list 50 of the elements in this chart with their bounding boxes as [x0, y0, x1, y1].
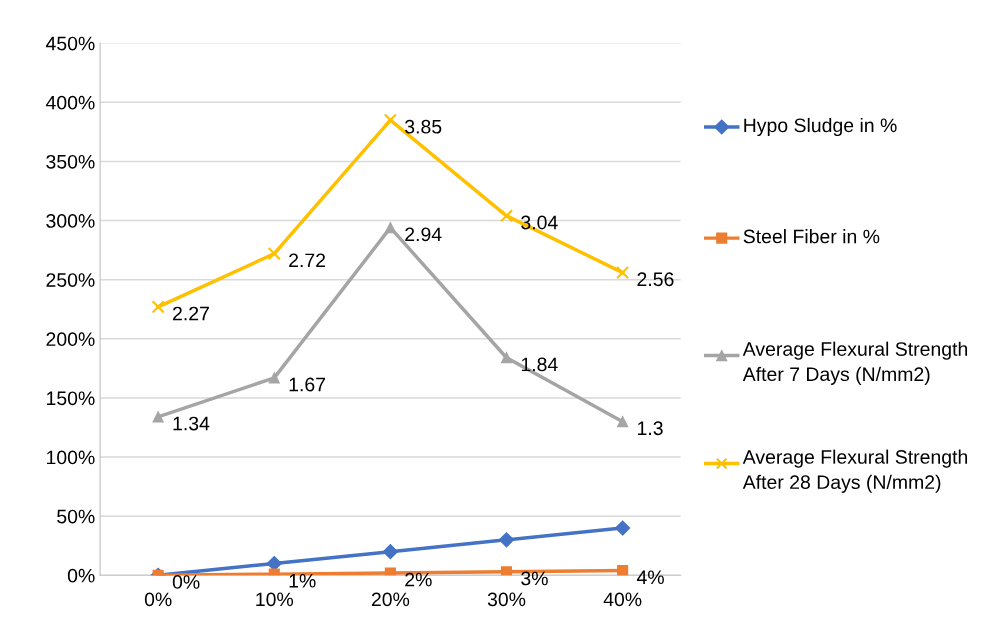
y-tick-label: 200%: [46, 332, 95, 347]
point: [615, 520, 631, 536]
y-tick-label: 100%: [46, 450, 95, 465]
data-label: 2.27: [173, 306, 209, 321]
data-label: 1.34: [173, 416, 210, 431]
legend-label: Average Flexural Strength After 7 Days (N/mm2): [742, 341, 968, 385]
point: [499, 209, 514, 223]
legend-label: Steel Fiber in %: [743, 229, 880, 244]
point: [384, 567, 396, 576]
point: [152, 411, 164, 423]
y-tick-label: 300%: [46, 214, 95, 228]
x-tick-label: 10%: [256, 592, 294, 607]
legend-label: Hypo Sludge in %: [744, 117, 897, 137]
point: [151, 300, 165, 314]
point: [268, 372, 280, 384]
point: [500, 352, 513, 364]
data-label: 1.3: [637, 421, 663, 436]
data-label: 3%: [521, 571, 548, 586]
y-tick-label: 450%: [45, 36, 95, 51]
data-label: 1.84: [521, 357, 558, 372]
y-tick-label: 0%: [67, 568, 95, 583]
point: [617, 416, 629, 428]
y-tick-label: 50%: [57, 509, 95, 524]
x-tick-label: 0%: [144, 592, 172, 607]
point: [383, 113, 397, 127]
data-label: 2.72: [289, 253, 326, 268]
point: [617, 565, 629, 576]
point: [384, 222, 396, 234]
legend-label: Average Flexural Strength After 28 Days (N/mm2): [742, 449, 968, 493]
data-label: 2.56: [637, 272, 674, 287]
data-label: 4%: [636, 570, 664, 585]
data-label: 0%: [172, 575, 200, 589]
point: [616, 265, 630, 280]
y-tick-label: 350%: [46, 154, 95, 169]
y-tick-label: 150%: [46, 391, 95, 406]
point: [382, 544, 398, 560]
y-tick-label: 400%: [45, 95, 95, 110]
y-tick-label: 250%: [46, 273, 95, 287]
x-tick-label: 40%: [603, 592, 642, 607]
data-label: 1%: [289, 574, 316, 588]
point: [500, 566, 513, 576]
x-tick-label: 30%: [487, 592, 526, 607]
point: [498, 532, 515, 548]
data-label: 3.04: [521, 215, 558, 230]
data-label: 3.85: [405, 119, 442, 134]
data-label: 1.67: [289, 377, 326, 392]
data-label: 2.94: [405, 227, 442, 242]
data-label: 2%: [405, 572, 432, 587]
point: [267, 247, 281, 261]
x-tick-label: 20%: [371, 592, 410, 607]
